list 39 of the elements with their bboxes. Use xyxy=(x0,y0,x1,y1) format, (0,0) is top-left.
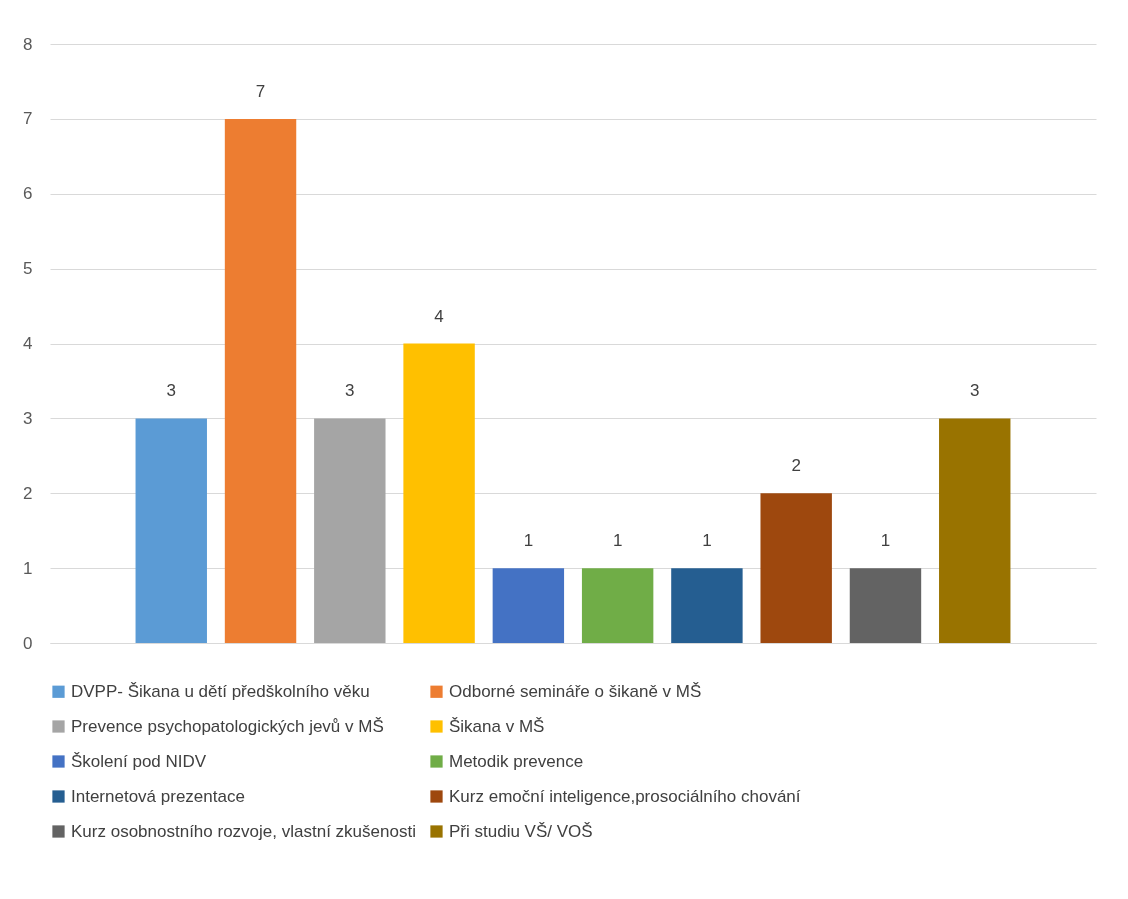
legend-label: Internetová prezentace xyxy=(71,786,245,806)
legend-label: Kurz emoční inteligence,prosociálního chování xyxy=(449,786,801,806)
bar xyxy=(403,343,475,643)
legend-label: Při studiu VŠ/ VOŠ xyxy=(449,821,593,841)
y-tick-label: 7 xyxy=(23,109,33,129)
bar xyxy=(849,568,922,643)
data-label: 1 xyxy=(702,531,712,551)
y-tick-label: 3 xyxy=(23,408,33,428)
y-tick-label: 6 xyxy=(23,184,33,204)
y-tick-label: 0 xyxy=(23,633,33,653)
legend-label: Školení pod NIDV xyxy=(71,751,207,771)
bar xyxy=(492,568,565,643)
y-tick-label: 1 xyxy=(23,558,33,578)
bar xyxy=(224,118,297,643)
data-label: 3 xyxy=(970,381,980,401)
data-label: 2 xyxy=(791,456,801,476)
bar xyxy=(760,493,832,643)
bar xyxy=(314,418,386,643)
data-label: 7 xyxy=(255,81,266,101)
bar xyxy=(939,418,1011,643)
legend-label: DVPP- Šikana u dětí předškolního věku xyxy=(71,681,370,701)
data-label: 1 xyxy=(612,531,623,551)
data-label: 3 xyxy=(166,381,176,401)
y-tick-label: 5 xyxy=(23,259,33,279)
bar xyxy=(671,568,743,643)
y-tick-label: 8 xyxy=(23,34,33,54)
legend-label: Odborné semináře o šikaně v MŠ xyxy=(449,681,702,701)
data-label: 3 xyxy=(345,381,355,401)
bar xyxy=(581,568,654,643)
legend-label: Metodik prevence xyxy=(449,751,584,771)
data-label: 1 xyxy=(523,531,534,551)
y-tick-label: 4 xyxy=(23,334,33,353)
data-label: 4 xyxy=(434,306,444,326)
legend-label: Šikana v MŠ xyxy=(449,716,545,736)
y-tick-label: 2 xyxy=(23,483,33,503)
legend-label: Prevence psychopatologických jevů v MŠ xyxy=(71,716,384,736)
legend-label: Kurz osobnostního rozvoje, vlastní zkušenosti xyxy=(71,821,416,841)
bar xyxy=(135,418,207,643)
data-label: 1 xyxy=(880,531,891,551)
